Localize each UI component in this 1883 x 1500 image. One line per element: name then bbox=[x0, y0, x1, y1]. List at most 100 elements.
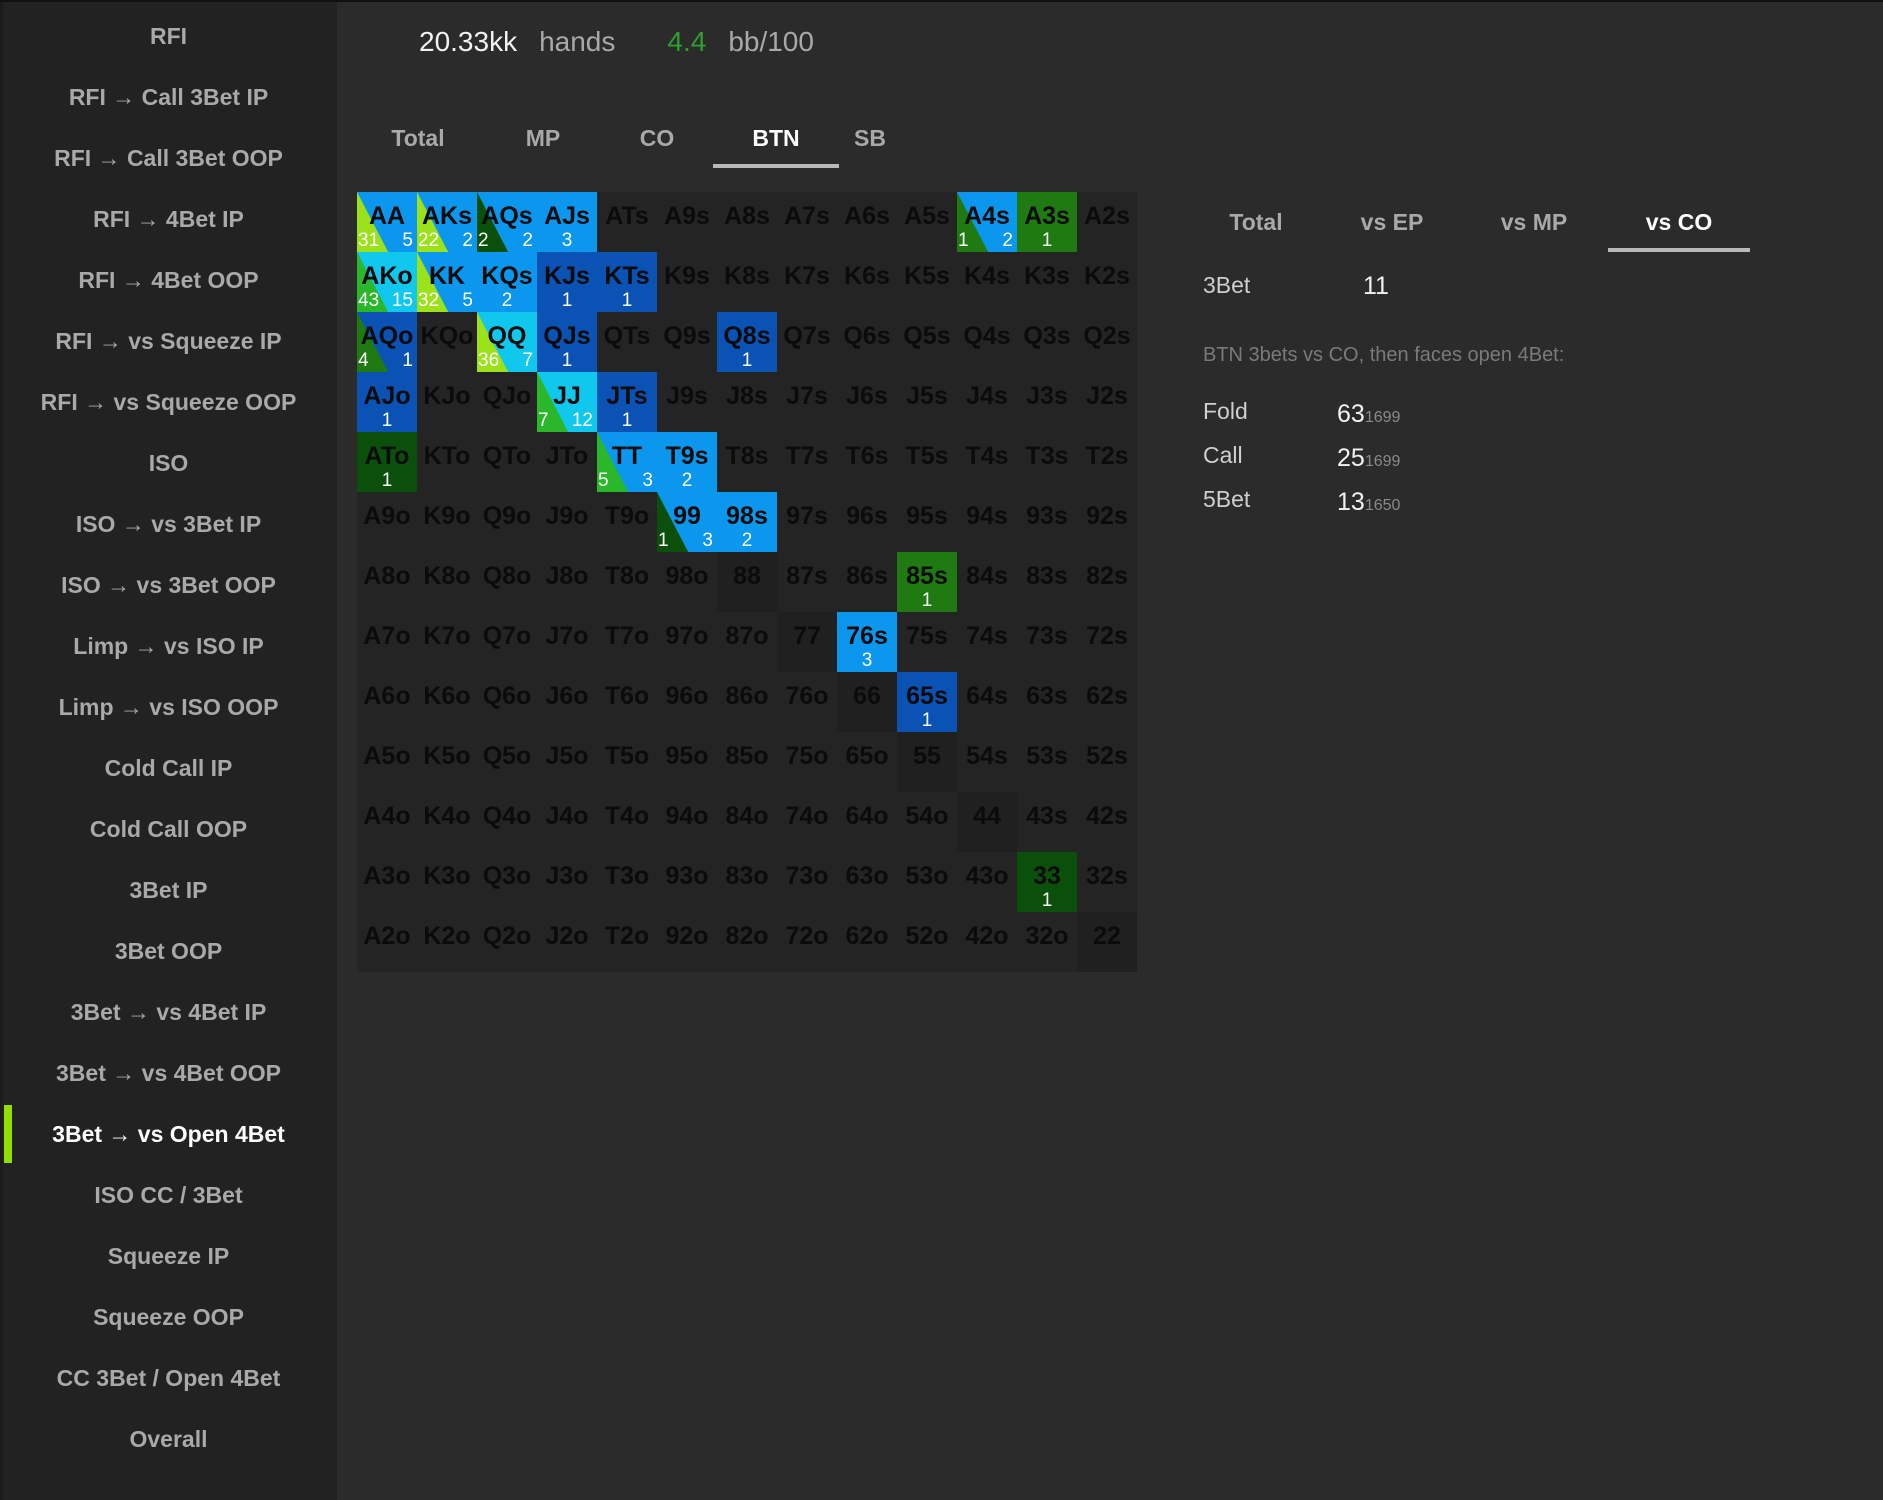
hand-cell-94s[interactable]: 94s bbox=[957, 492, 1017, 552]
hand-cell-t3s[interactable]: T3s bbox=[1017, 432, 1077, 492]
hand-cell-75o[interactable]: 75o bbox=[777, 732, 837, 792]
hand-cell-t4s[interactable]: T4s bbox=[957, 432, 1017, 492]
hand-cell-q4o[interactable]: Q4o bbox=[477, 792, 537, 852]
hand-cell-k5s[interactable]: K5s bbox=[897, 252, 957, 312]
sidebar-item-squeeze-ip[interactable]: Squeeze IP bbox=[0, 1227, 337, 1285]
hand-cell-95o[interactable]: 95o bbox=[657, 732, 717, 792]
hand-cell-52s[interactable]: 52s bbox=[1077, 732, 1137, 792]
sidebar-item-rfi-vs-squeeze-ip[interactable]: RFI → vs Squeeze IP bbox=[0, 312, 337, 370]
hand-cell-q6o[interactable]: Q6o bbox=[477, 672, 537, 732]
tab-co[interactable]: CO bbox=[639, 124, 675, 151]
hand-cell-kjo[interactable]: KJo bbox=[417, 372, 477, 432]
hand-cell-jto[interactable]: JTo bbox=[537, 432, 597, 492]
hand-cell-a6s[interactable]: A6s bbox=[837, 192, 897, 252]
sidebar-item-cold-call-oop[interactable]: Cold Call OOP bbox=[0, 800, 337, 858]
hand-cell-a7s[interactable]: A7s bbox=[777, 192, 837, 252]
hand-cell-k6o[interactable]: K6o bbox=[417, 672, 477, 732]
hand-cell-j2s[interactable]: J2s bbox=[1077, 372, 1137, 432]
hand-cell-q2s[interactable]: Q2s bbox=[1077, 312, 1137, 372]
hand-cell-86s[interactable]: 86s bbox=[837, 552, 897, 612]
hand-cell-ato[interactable]: ATo 1 bbox=[357, 432, 417, 492]
sidebar-item-limp-vs-iso-oop[interactable]: Limp → vs ISO OOP bbox=[0, 678, 337, 736]
hand-cell-k6s[interactable]: K6s bbox=[837, 252, 897, 312]
hand-cell-j5s[interactable]: J5s bbox=[897, 372, 957, 432]
hand-cell-q2o[interactable]: Q2o bbox=[477, 912, 537, 972]
hand-cell-42o[interactable]: 42o bbox=[957, 912, 1017, 972]
hand-cell-22[interactable]: 22 bbox=[1077, 912, 1137, 972]
hand-cell-k2s[interactable]: K2s bbox=[1077, 252, 1137, 312]
hand-cell-65o[interactable]: 65o bbox=[837, 732, 897, 792]
hand-cell-j6s[interactable]: J6s bbox=[837, 372, 897, 432]
hand-cell-53o[interactable]: 53o bbox=[897, 852, 957, 912]
hand-cell-85o[interactable]: 85o bbox=[717, 732, 777, 792]
hand-cell-a3s[interactable]: A3s 1 bbox=[1017, 192, 1077, 252]
hand-cell-a2o[interactable]: A2o bbox=[357, 912, 417, 972]
hand-cell-qq[interactable]: QQ 36 7 bbox=[477, 312, 537, 372]
hand-cell-j2o[interactable]: J2o bbox=[537, 912, 597, 972]
hand-cell-92o[interactable]: 92o bbox=[657, 912, 717, 972]
hand-cell-kk[interactable]: KK 32 5 bbox=[417, 252, 477, 312]
hand-cell-93o[interactable]: 93o bbox=[657, 852, 717, 912]
hand-cell-54o[interactable]: 54o bbox=[897, 792, 957, 852]
hand-cell-87o[interactable]: 87o bbox=[717, 612, 777, 672]
tab-sb[interactable]: SB bbox=[854, 124, 886, 151]
hand-cell-aqs[interactable]: AQs 2 2 bbox=[477, 192, 537, 252]
hand-cell-a4o[interactable]: A4o bbox=[357, 792, 417, 852]
hand-cell-52o[interactable]: 52o bbox=[897, 912, 957, 972]
tab-btn[interactable]: BTN bbox=[713, 112, 839, 168]
hand-cell-kts[interactable]: KTs 1 bbox=[597, 252, 657, 312]
sidebar-item-rfi[interactable]: RFI bbox=[0, 7, 337, 65]
hand-cell-82o[interactable]: 82o bbox=[717, 912, 777, 972]
hand-cell-q3o[interactable]: Q3o bbox=[477, 852, 537, 912]
hand-cell-t2s[interactable]: T2s bbox=[1077, 432, 1137, 492]
hand-cell-jj[interactable]: JJ 7 12 bbox=[537, 372, 597, 432]
hand-cell-74s[interactable]: 74s bbox=[957, 612, 1017, 672]
hand-cell-72o[interactable]: 72o bbox=[777, 912, 837, 972]
hand-cell-j3s[interactable]: J3s bbox=[1017, 372, 1077, 432]
hand-cell-q3s[interactable]: Q3s bbox=[1017, 312, 1077, 372]
hand-cell-63o[interactable]: 63o bbox=[837, 852, 897, 912]
hand-cell-t7o[interactable]: T7o bbox=[597, 612, 657, 672]
hand-cell-55[interactable]: 55 bbox=[897, 732, 957, 792]
hand-cell-83s[interactable]: 83s bbox=[1017, 552, 1077, 612]
sidebar-item-limp-vs-iso-ip[interactable]: Limp → vs ISO IP bbox=[0, 617, 337, 675]
sidebar-item-rfi-call-3bet-ip[interactable]: RFI → Call 3Bet IP bbox=[0, 68, 337, 126]
hand-cell-t6o[interactable]: T6o bbox=[597, 672, 657, 732]
hand-cell-k3s[interactable]: K3s bbox=[1017, 252, 1077, 312]
hand-cell-43o[interactable]: 43o bbox=[957, 852, 1017, 912]
hand-cell-66[interactable]: 66 bbox=[837, 672, 897, 732]
hand-cell-88[interactable]: 88 bbox=[717, 552, 777, 612]
sidebar-item-rfi-4bet-oop[interactable]: RFI → 4Bet OOP bbox=[0, 251, 337, 309]
hand-cell-63s[interactable]: 63s bbox=[1017, 672, 1077, 732]
hand-cell-98s[interactable]: 98s 2 bbox=[717, 492, 777, 552]
tab-total[interactable]: Total bbox=[391, 124, 445, 151]
hand-cell-33[interactable]: 33 1 bbox=[1017, 852, 1077, 912]
sidebar-item-iso-cc-3bet[interactable]: ISO CC / 3Bet bbox=[0, 1166, 337, 1224]
hand-cell-84o[interactable]: 84o bbox=[717, 792, 777, 852]
hand-cell-85s[interactable]: 85s 1 bbox=[897, 552, 957, 612]
hand-cell-t8o[interactable]: T8o bbox=[597, 552, 657, 612]
hand-cell-a9o[interactable]: A9o bbox=[357, 492, 417, 552]
hand-cell-a8s[interactable]: A8s bbox=[717, 192, 777, 252]
hand-cell-a4s[interactable]: A4s 1 2 bbox=[957, 192, 1017, 252]
hand-cell-k9o[interactable]: K9o bbox=[417, 492, 477, 552]
sidebar-item-cold-call-ip[interactable]: Cold Call IP bbox=[0, 739, 337, 797]
hand-cell-q5s[interactable]: Q5s bbox=[897, 312, 957, 372]
hand-cell-j7s[interactable]: J7s bbox=[777, 372, 837, 432]
hand-cell-t8s[interactable]: T8s bbox=[717, 432, 777, 492]
hand-cell-t9o[interactable]: T9o bbox=[597, 492, 657, 552]
sidebar-item-3bet-vs-4bet-oop[interactable]: 3Bet → vs 4Bet OOP bbox=[0, 1044, 337, 1102]
hand-cell-k8o[interactable]: K8o bbox=[417, 552, 477, 612]
sidebar-item-3bet-vs-4bet-ip[interactable]: 3Bet → vs 4Bet IP bbox=[0, 983, 337, 1041]
hand-cell-jts[interactable]: JTs 1 bbox=[597, 372, 657, 432]
hand-cell-64o[interactable]: 64o bbox=[837, 792, 897, 852]
vs-tab-vs-co[interactable]: vs CO bbox=[1608, 196, 1750, 252]
hand-cell-74o[interactable]: 74o bbox=[777, 792, 837, 852]
hand-cell-96o[interactable]: 96o bbox=[657, 672, 717, 732]
hand-cell-95s[interactable]: 95s bbox=[897, 492, 957, 552]
sidebar-item-iso[interactable]: ISO bbox=[0, 434, 337, 492]
hand-cell-q7o[interactable]: Q7o bbox=[477, 612, 537, 672]
hand-cell-j4o[interactable]: J4o bbox=[537, 792, 597, 852]
hand-cell-q7s[interactable]: Q7s bbox=[777, 312, 837, 372]
hand-cell-77[interactable]: 77 bbox=[777, 612, 837, 672]
